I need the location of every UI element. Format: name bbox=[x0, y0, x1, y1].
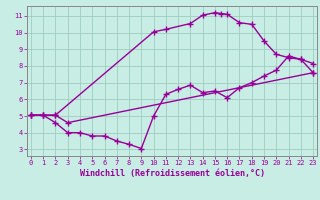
X-axis label: Windchill (Refroidissement éolien,°C): Windchill (Refroidissement éolien,°C) bbox=[79, 169, 265, 178]
